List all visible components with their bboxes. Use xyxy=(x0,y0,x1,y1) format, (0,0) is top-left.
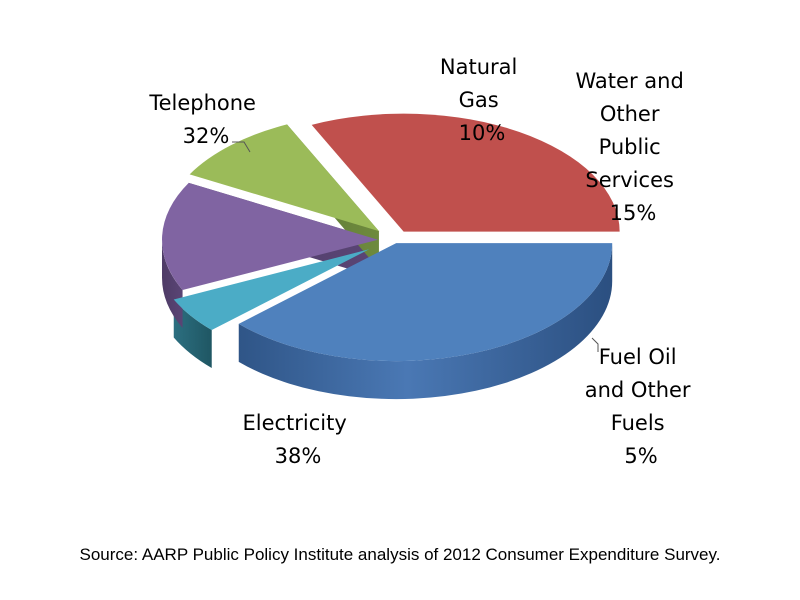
source-note: Source: AARP Public Policy Institute ana… xyxy=(79,545,721,564)
slice-side-electricity xyxy=(238,243,613,400)
leader-line-telephone xyxy=(232,141,251,153)
label-fuel-oil: Fuel Oil and Other Fuels 5% xyxy=(585,345,698,468)
slice-water xyxy=(162,182,379,290)
label-natural-gas: Natural Gas 10% xyxy=(440,55,524,145)
slice-labels: Electricity 38% Fuel Oil and Other Fuels… xyxy=(148,55,698,468)
slice-fuel-oil xyxy=(173,249,370,331)
label-electricity: Electricity 38% xyxy=(242,411,353,468)
slice-side-water xyxy=(162,239,183,328)
slice-natural-gas xyxy=(189,124,379,232)
slice-side-fuel-oil xyxy=(173,299,212,369)
slice-electricity xyxy=(238,243,613,362)
pie-slices xyxy=(162,113,620,362)
label-telephone: Telephone 32% xyxy=(148,91,262,148)
pie-chart: Electricity 38% Fuel Oil and Other Fuels… xyxy=(148,55,698,468)
leader-line-fuel-oil xyxy=(591,337,599,352)
label-water: Water and Other Public Services 15% xyxy=(576,69,691,225)
slice-telephone xyxy=(311,113,620,232)
